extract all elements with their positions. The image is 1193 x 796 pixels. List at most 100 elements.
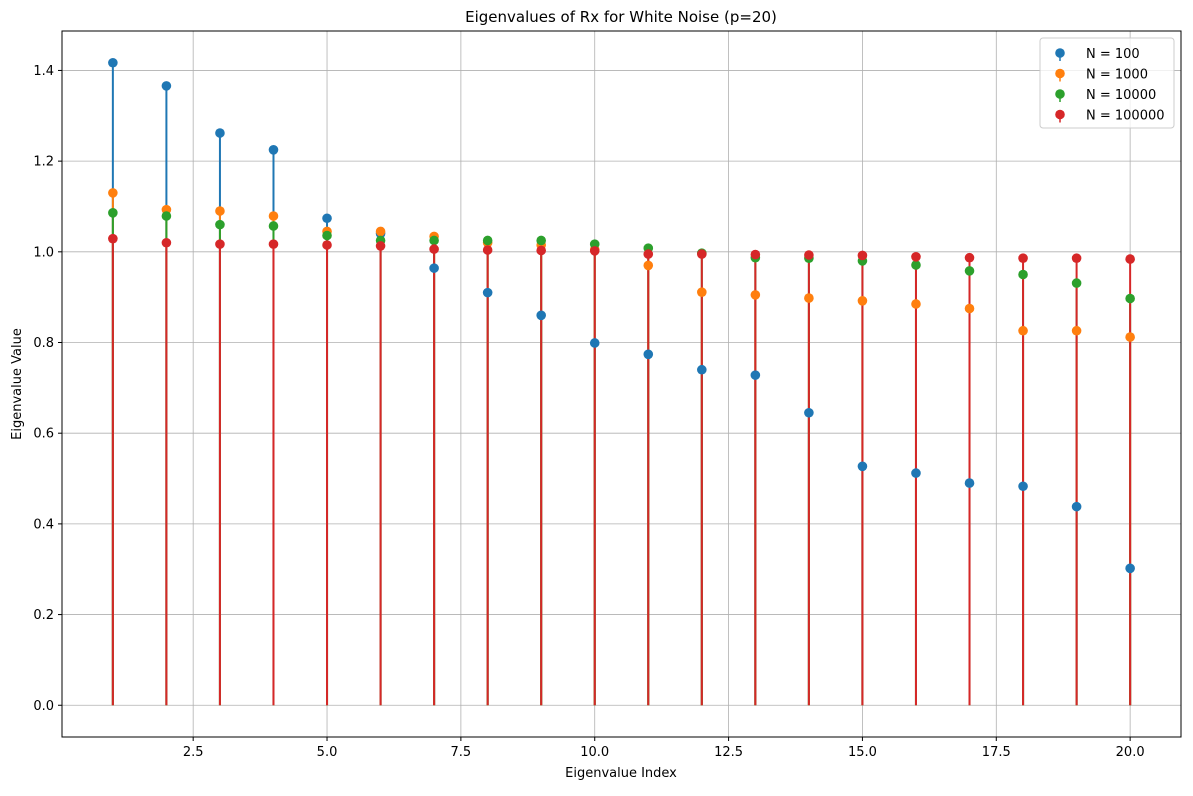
legend-marker [1055, 68, 1065, 79]
data-point [804, 407, 814, 418]
data-point [161, 81, 172, 91]
y-tick-label: 0.0 [33, 699, 54, 714]
data-point [1018, 325, 1028, 336]
series-1-markers [108, 57, 1135, 574]
data-point [911, 468, 921, 478]
data-point [161, 237, 172, 248]
data-point [108, 233, 118, 244]
data-point [589, 239, 600, 249]
data-point [1071, 501, 1082, 512]
x-tick-label: 12.5 [714, 745, 743, 760]
legend-label: N = 100 [1086, 47, 1140, 62]
data-point [911, 252, 921, 262]
data-point [322, 230, 332, 241]
data-point [964, 478, 975, 488]
data-point [215, 239, 225, 249]
data-point [1018, 253, 1028, 263]
data-point [857, 461, 868, 472]
data-point [1125, 332, 1135, 342]
data-point [268, 145, 279, 155]
series-4-markers [108, 233, 1135, 264]
data-point [911, 260, 921, 270]
x-tick-label: 7.5 [451, 745, 472, 760]
y-tick-label: 0.4 [33, 517, 54, 532]
data-point [697, 249, 707, 259]
data-point [697, 287, 707, 297]
x-tick-label: 5.0 [317, 745, 338, 760]
axis-ticks: 2.5 5.0 7.5 10.0 12.5 15.0 17.5 20.0 0.0 0.2 0.4 0.… [33, 64, 1144, 760]
data-point [911, 299, 921, 309]
data-point [1018, 269, 1028, 280]
y-tick-label: 1.4 [33, 64, 54, 79]
data-point [857, 295, 868, 306]
series-4-stems [111, 238, 1132, 706]
legend-marker [1055, 89, 1065, 99]
data-point [215, 206, 225, 216]
y-tick-label: 1.0 [33, 245, 54, 260]
data-point [1071, 278, 1082, 288]
x-tick-label: 20.0 [1116, 745, 1145, 760]
data-point [1071, 325, 1082, 336]
legend-marker [1055, 48, 1065, 58]
data-markers [108, 57, 1135, 574]
data-point [322, 240, 332, 250]
plot-frame [61, 30, 1182, 738]
legend-label: N = 10000 [1086, 88, 1156, 103]
data-point [1125, 563, 1135, 574]
data-point [643, 260, 654, 271]
grid-lines [62, 31, 1181, 737]
data-point [1125, 254, 1135, 264]
data-point [268, 239, 279, 249]
data-point [1071, 253, 1082, 263]
data-point [857, 250, 868, 261]
y-tick-label: 0.6 [33, 427, 54, 442]
data-point [964, 303, 975, 314]
data-point [804, 293, 814, 303]
data-point [429, 244, 439, 254]
data-point [589, 338, 600, 348]
data-point [429, 263, 439, 273]
data-point [108, 188, 118, 198]
data-point [643, 249, 654, 259]
data-point [536, 235, 546, 246]
x-tick-label: 10.0 [580, 745, 609, 760]
series-2-markers [108, 188, 1135, 342]
legend-box [1039, 37, 1175, 129]
legend: N = 100 N = 1000 N = 10000 N = 100000 [1039, 37, 1175, 129]
data-point [750, 290, 761, 300]
data-point [482, 245, 493, 255]
data-point [429, 235, 439, 246]
x-tick-label: 17.5 [982, 745, 1011, 760]
data-point [804, 250, 814, 260]
chart-title: Eigenvalues of Rx for White Noise (p=20) [465, 8, 777, 26]
data-point [697, 364, 707, 375]
data-point [108, 208, 118, 218]
y-axis-label: Eigenvalue Value [10, 328, 25, 440]
legend-marker [1055, 109, 1065, 120]
data-point [161, 211, 172, 221]
data-point [375, 226, 386, 237]
data-point [268, 221, 279, 231]
data-point [964, 266, 975, 276]
y-tick-label: 0.2 [33, 608, 54, 623]
series-3-markers [108, 208, 1135, 304]
data-point [536, 310, 546, 321]
data-point [1018, 481, 1028, 492]
legend-label: N = 100000 [1086, 109, 1165, 124]
data-point [322, 213, 332, 224]
data-point [375, 241, 386, 251]
data-point [215, 219, 225, 230]
x-tick-label: 2.5 [183, 745, 204, 760]
stem-lines [111, 62, 1132, 706]
x-axis-label: Eigenvalue Index [565, 766, 677, 781]
data-point [108, 57, 118, 68]
data-point [482, 235, 493, 246]
series-2-stems [111, 192, 1132, 706]
y-tick-label: 1.2 [33, 155, 54, 170]
legend-label: N = 1000 [1086, 68, 1148, 83]
data-point [536, 245, 546, 256]
data-point [750, 370, 761, 380]
data-point [482, 287, 493, 298]
